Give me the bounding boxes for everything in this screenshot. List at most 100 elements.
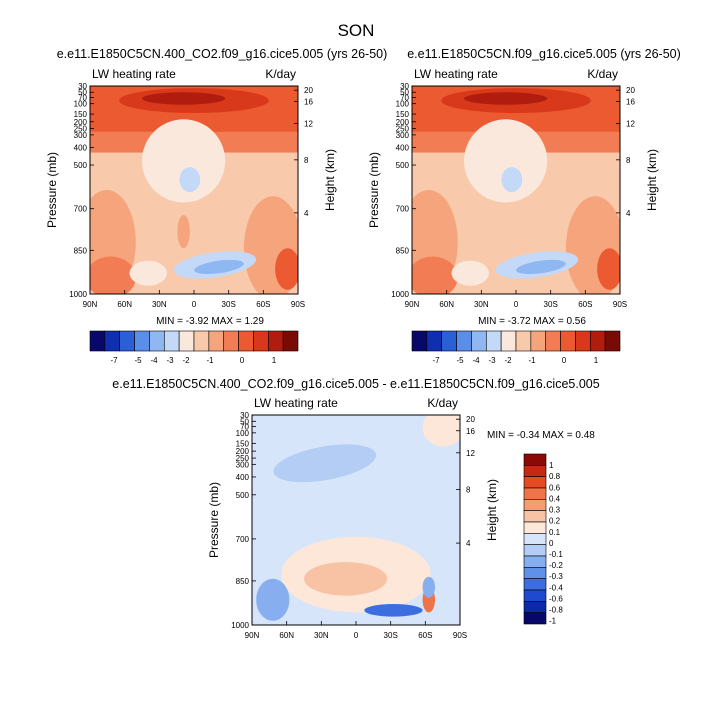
panel-3-left-label: LW heating rate	[254, 396, 338, 410]
panel-3-colorbar-box	[523, 476, 547, 489]
panel-1-colorbar-box	[208, 330, 225, 352]
panel-2-ytick-label: 50	[400, 88, 409, 97]
panel-1-colorbar-box	[89, 330, 106, 352]
panel-1-colorbar-label: -2	[182, 356, 190, 365]
panel-1-colorbar-box	[163, 330, 180, 352]
panel-3-xtick-label: 90S	[453, 631, 467, 640]
field-tropical-core	[179, 167, 201, 193]
panel-2-ytick-label: 30	[400, 82, 409, 91]
field-south-negative-spot	[422, 576, 436, 598]
panel-3-xtick-label: 90N	[245, 631, 260, 640]
field-storm-track-negative	[364, 604, 423, 617]
panel-3-colorbar-box	[523, 544, 547, 557]
panel-3-colorbar-label: 0.6	[549, 483, 561, 492]
panel-3-ytick-label: 250	[236, 454, 250, 463]
panel-3-ytick-right-label: 4	[466, 539, 471, 548]
panel-1-colorbar-box	[178, 330, 195, 352]
panel-1-colorbar-label: 0	[240, 356, 245, 365]
panel-2-ytick-label: 150	[396, 110, 410, 119]
field-tropical-minimum	[142, 119, 226, 203]
panel-3-colorbar-label: 0	[549, 539, 554, 548]
panel-1-title: e.e11.E1850C5CN.400_CO2.f09_g16.cice5.00…	[57, 47, 388, 61]
panel-2-xtick-label: 60S	[578, 300, 592, 309]
panel-1-left-label: LW heating rate	[92, 67, 176, 81]
panel-2-ytick-label: 850	[396, 246, 410, 255]
panel-1-ytick-label: 30	[78, 82, 87, 91]
panel-1-ytick-label: 150	[74, 110, 88, 119]
panel-1-colorbar-box	[193, 330, 210, 352]
panel-2-colorbar-label: 1	[594, 356, 599, 365]
panel-1-ytick-label: 50	[78, 88, 87, 97]
panel-2-minmax: MIN = -3.72 MAX = 0.56	[478, 316, 586, 327]
panel-2-right-label: K/day	[587, 67, 618, 81]
panel-2-xtick-label: 0	[514, 300, 519, 309]
panel-1-colorbar-box	[119, 330, 135, 352]
panel-3-colorbar-box	[523, 510, 547, 523]
panel-1-ytick-right-label: 20	[304, 86, 313, 95]
panel-2-ytick-right-label: 12	[626, 119, 635, 128]
panel-1-xtick-label: 30N	[152, 300, 167, 309]
panel-1-ylabel: Pressure (mb)	[45, 152, 59, 228]
panel-3-colorbar-box	[523, 601, 547, 613]
panel-3-colorbar-label: 0.2	[549, 517, 561, 526]
panel-1-minmax: MIN = -3.92 MAX = 1.29	[156, 316, 264, 327]
panel-1-colorbar-label: -7	[110, 356, 118, 365]
panel-3-right-label: K/day	[427, 396, 458, 410]
panel-3-ylabel-right: Height (km)	[485, 479, 499, 541]
panel-2-colorbar-box	[530, 330, 547, 352]
panel-2-title: e.e11.E1850C5CN.f09_g16.cice5.005 (yrs 2…	[407, 47, 681, 61]
panel-1-xtick-label: 60N	[117, 300, 132, 309]
panel-3-ytick-label: 50	[240, 417, 249, 426]
panel-2-colorbar-box	[589, 330, 606, 352]
panel-2-colorbar-box	[560, 330, 576, 352]
panel-3-ytick-label: 400	[236, 473, 250, 482]
panel-1-xtick-label: 60S	[256, 300, 270, 309]
field-subtropic-n	[129, 260, 167, 286]
panel-2-xtick-label: 30S	[544, 300, 558, 309]
panel-2-ytick-label: 1000	[391, 290, 409, 299]
panel-1-colorbar-box	[223, 330, 239, 352]
panel-1-xtick-label: 90S	[291, 300, 305, 309]
panel-2-left-label: LW heating rate	[414, 67, 498, 81]
panel-3-ytick-label: 850	[236, 577, 250, 586]
panel-3-ytick-label: 150	[236, 439, 250, 448]
panel-2-field	[412, 86, 620, 294]
panel-2-xtick-label: 90S	[613, 300, 627, 309]
panel-3-ytick-label: 300	[236, 460, 250, 469]
panel-2-colorbar-label: -2	[504, 356, 512, 365]
panel-1-colorbar-box	[238, 330, 254, 352]
panel-1-colorbar-label: -4	[150, 356, 158, 365]
panel-2-ytick-right-label: 8	[626, 156, 631, 165]
panel-2-colorbar-box	[485, 330, 502, 352]
panel-2-ytick-right-label: 20	[626, 86, 635, 95]
panel-2-colorbar-label: -3	[488, 356, 496, 365]
panel-1-colorbar-box	[282, 330, 299, 352]
panel-3-ytick-label: 500	[236, 491, 250, 500]
panel-1-ytick-label: 200	[74, 118, 88, 127]
panel-2-colorbar-label: -4	[472, 356, 480, 365]
panel-3-ytick-label: 100	[236, 429, 250, 438]
page-title: SON	[338, 21, 375, 40]
field-tropical-core	[501, 167, 523, 193]
panel-1-ylabel-right: Height (km)	[323, 149, 337, 211]
panel-1-right-label: K/day	[265, 67, 296, 81]
panel-3-ytick-right-label: 20	[466, 415, 475, 424]
panel-1-colorbar-label: -1	[206, 356, 214, 365]
panel-2-colorbar-box	[545, 330, 561, 352]
panel-2-ytick-label: 100	[396, 100, 410, 109]
panel-2-colorbar-box	[500, 330, 517, 352]
panel-3-colorbar-box	[523, 533, 547, 545]
field-north-surface-negative	[256, 578, 290, 621]
panel-3-ytick-right-label: 16	[466, 427, 475, 436]
panel-2-ylabel-right: Height (km)	[645, 149, 659, 211]
field-south-surface	[275, 248, 298, 290]
panel-3-colorbar-box	[523, 521, 547, 534]
panel-3-colorbar-box	[523, 453, 547, 466]
panel-2-xtick-label: 30N	[474, 300, 489, 309]
panel-3-xtick-label: 30S	[384, 631, 398, 640]
panel-3-ytick-right-label: 12	[466, 449, 475, 458]
panel-3-ylabel: Pressure (mb)	[207, 482, 221, 558]
panel-3-colorbar-label: -0.6	[549, 594, 563, 603]
field-north-surface	[412, 256, 458, 294]
